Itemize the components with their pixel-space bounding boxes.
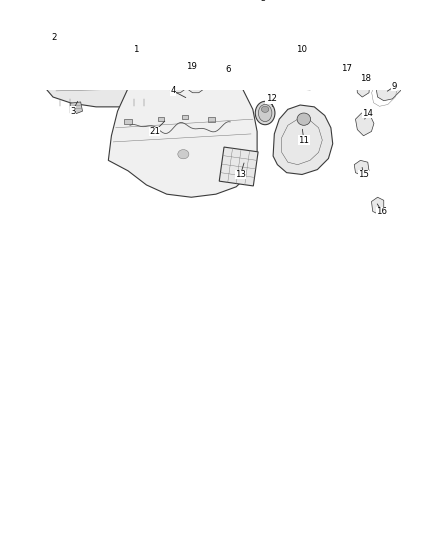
Text: 6: 6: [226, 66, 231, 75]
Ellipse shape: [178, 150, 189, 159]
Polygon shape: [341, 71, 353, 88]
Text: 3: 3: [70, 107, 75, 116]
Polygon shape: [273, 105, 333, 174]
Ellipse shape: [297, 113, 311, 125]
Text: 13: 13: [235, 170, 246, 179]
Polygon shape: [219, 147, 258, 186]
Polygon shape: [190, 70, 202, 88]
Polygon shape: [44, 33, 60, 50]
Ellipse shape: [108, 70, 131, 87]
Polygon shape: [46, 50, 167, 107]
Text: 21: 21: [149, 127, 160, 136]
Text: 1: 1: [133, 45, 139, 54]
FancyBboxPatch shape: [158, 117, 164, 122]
Text: 18: 18: [360, 74, 371, 83]
Ellipse shape: [255, 101, 275, 125]
Polygon shape: [70, 102, 82, 114]
Text: 19: 19: [186, 62, 197, 71]
FancyBboxPatch shape: [182, 115, 188, 119]
Text: 14: 14: [362, 109, 373, 117]
Text: 12: 12: [266, 94, 277, 103]
Polygon shape: [225, 1, 240, 19]
Text: 17: 17: [341, 63, 353, 72]
Polygon shape: [117, 29, 208, 84]
Text: 5: 5: [261, 0, 266, 3]
Text: 9: 9: [392, 82, 397, 91]
Text: 20: 20: [225, 0, 236, 1]
Polygon shape: [224, 52, 239, 68]
Polygon shape: [187, 72, 204, 93]
Ellipse shape: [261, 106, 269, 112]
Ellipse shape: [258, 104, 272, 122]
Polygon shape: [242, 16, 259, 33]
Text: 11: 11: [298, 135, 309, 144]
Text: 2: 2: [52, 33, 57, 42]
Polygon shape: [356, 113, 374, 136]
Text: 4: 4: [170, 86, 176, 95]
FancyBboxPatch shape: [208, 117, 215, 122]
Polygon shape: [108, 60, 257, 197]
Ellipse shape: [71, 70, 94, 87]
Polygon shape: [371, 197, 384, 214]
Polygon shape: [271, 31, 345, 90]
FancyBboxPatch shape: [124, 119, 132, 124]
Text: 15: 15: [358, 170, 369, 179]
Polygon shape: [169, 72, 186, 93]
Text: 10: 10: [297, 45, 307, 54]
Polygon shape: [357, 79, 370, 97]
Polygon shape: [354, 160, 369, 176]
Polygon shape: [376, 70, 402, 101]
Text: 16: 16: [376, 207, 388, 216]
